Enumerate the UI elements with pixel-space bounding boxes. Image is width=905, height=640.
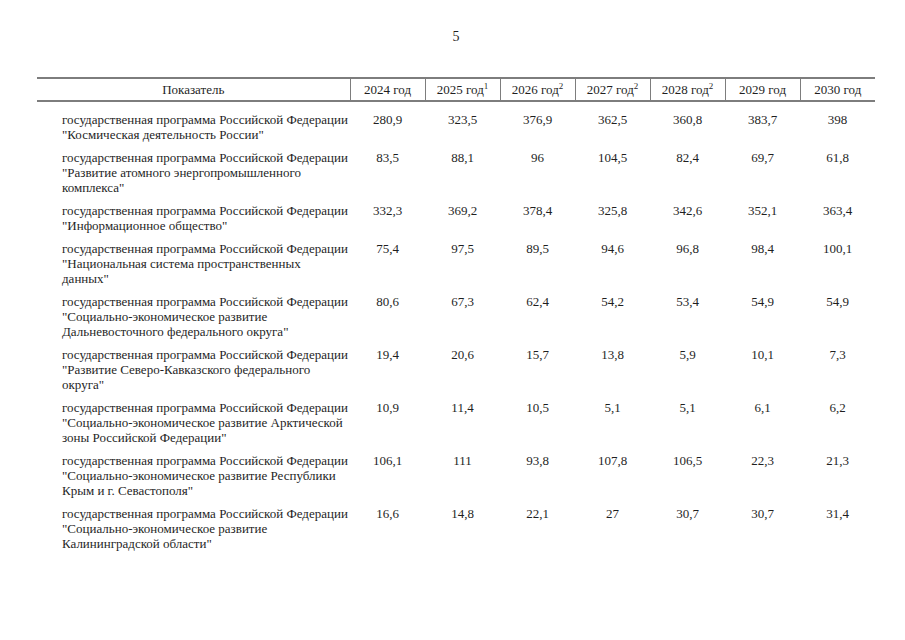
column-header-year-2026: 2026 год2 [500, 78, 575, 101]
value-cell: 54,9 [800, 294, 875, 347]
value-cell: 280,9 [350, 101, 425, 150]
page-number: 5 [37, 29, 875, 45]
value-cell: 54,2 [575, 294, 650, 347]
value-cell: 5,1 [575, 400, 650, 453]
value-cell: 83,5 [350, 150, 425, 203]
value-cell: 6,1 [725, 400, 800, 453]
column-header-indicator: Показатель [37, 78, 350, 101]
value-cell: 16,6 [350, 506, 425, 559]
value-cell: 20,6 [425, 347, 500, 400]
value-cell: 93,8 [500, 453, 575, 506]
value-cell: 332,3 [350, 203, 425, 241]
value-cell: 342,6 [650, 203, 725, 241]
value-cell: 53,4 [650, 294, 725, 347]
value-cell: 11,4 [425, 400, 500, 453]
table-row: государственная программа Российской Фед… [37, 294, 875, 347]
value-cell: 6,2 [800, 400, 875, 453]
column-header-year-2027: 2027 год2 [575, 78, 650, 101]
program-name: государственная программа Российской Фед… [37, 294, 350, 347]
value-cell: 54,9 [725, 294, 800, 347]
value-cell: 10,1 [725, 347, 800, 400]
program-name: государственная программа Российской Фед… [37, 150, 350, 203]
table-row: государственная программа Российской Фед… [37, 506, 875, 559]
column-header-year-2029: 2029 год [725, 78, 800, 101]
table-row: государственная программа Российской Фед… [37, 347, 875, 400]
value-cell: 14,8 [425, 506, 500, 559]
program-name: государственная программа Российской Фед… [37, 101, 350, 150]
value-cell: 69,7 [725, 150, 800, 203]
table-row: государственная программа Российской Фед… [37, 400, 875, 453]
footnote-marker: 1 [484, 81, 489, 91]
table-row: государственная программа Российской Фед… [37, 241, 875, 294]
value-cell: 31,4 [800, 506, 875, 559]
value-cell: 19,4 [350, 347, 425, 400]
value-cell: 22,1 [500, 506, 575, 559]
value-cell: 10,5 [500, 400, 575, 453]
value-cell: 96 [500, 150, 575, 203]
value-cell: 363,4 [800, 203, 875, 241]
value-cell: 325,8 [575, 203, 650, 241]
program-name: государственная программа Российской Фед… [37, 203, 350, 241]
value-cell: 98,4 [725, 241, 800, 294]
value-cell: 30,7 [725, 506, 800, 559]
value-cell: 106,1 [350, 453, 425, 506]
footnote-marker: 2 [634, 81, 639, 91]
program-name: государственная программа Российской Фед… [37, 506, 350, 559]
budget-table: Показатель2024 год2025 год12026 год22027… [37, 77, 875, 559]
value-cell: 96,8 [650, 241, 725, 294]
program-name: государственная программа Российской Фед… [37, 241, 350, 294]
value-cell: 61,8 [800, 150, 875, 203]
table-header-row: Показатель2024 год2025 год12026 год22027… [37, 78, 875, 101]
column-header-year-2028: 2028 год2 [650, 78, 725, 101]
value-cell: 89,5 [500, 241, 575, 294]
table-row: государственная программа Российской Фед… [37, 453, 875, 506]
value-cell: 21,3 [800, 453, 875, 506]
value-cell: 352,1 [725, 203, 800, 241]
column-header-year-2025: 2025 год1 [425, 78, 500, 101]
program-name: государственная программа Российской Фед… [37, 400, 350, 453]
value-cell: 97,5 [425, 241, 500, 294]
value-cell: 7,3 [800, 347, 875, 400]
value-cell: 67,3 [425, 294, 500, 347]
value-cell: 62,4 [500, 294, 575, 347]
value-cell: 376,9 [500, 101, 575, 150]
column-header-year-2024: 2024 год [350, 78, 425, 101]
footnote-marker: 2 [709, 81, 714, 91]
value-cell: 362,5 [575, 101, 650, 150]
value-cell: 80,6 [350, 294, 425, 347]
value-cell: 22,3 [725, 453, 800, 506]
value-cell: 111 [425, 453, 500, 506]
value-cell: 5,1 [650, 400, 725, 453]
value-cell: 94,6 [575, 241, 650, 294]
value-cell: 75,4 [350, 241, 425, 294]
value-cell: 82,4 [650, 150, 725, 203]
value-cell: 369,2 [425, 203, 500, 241]
value-cell: 106,5 [650, 453, 725, 506]
value-cell: 30,7 [650, 506, 725, 559]
value-cell: 360,8 [650, 101, 725, 150]
value-cell: 104,5 [575, 150, 650, 203]
value-cell: 100,1 [800, 241, 875, 294]
program-name: государственная программа Российской Фед… [37, 347, 350, 400]
value-cell: 10,9 [350, 400, 425, 453]
value-cell: 15,7 [500, 347, 575, 400]
document-page: 5 Показатель2024 год2025 год12026 год220… [0, 0, 905, 640]
value-cell: 323,5 [425, 101, 500, 150]
table-row: государственная программа Российской Фед… [37, 101, 875, 150]
table-row: государственная программа Российской Фед… [37, 150, 875, 203]
value-cell: 383,7 [725, 101, 800, 150]
value-cell: 107,8 [575, 453, 650, 506]
table-body: государственная программа Российской Фед… [37, 101, 875, 559]
column-header-year-2030: 2030 год [800, 78, 875, 101]
table-row: государственная программа Российской Фед… [37, 203, 875, 241]
value-cell: 13,8 [575, 347, 650, 400]
footnote-marker: 2 [559, 81, 564, 91]
value-cell: 378,4 [500, 203, 575, 241]
value-cell: 5,9 [650, 347, 725, 400]
value-cell: 27 [575, 506, 650, 559]
table-header: Показатель2024 год2025 год12026 год22027… [37, 78, 875, 101]
value-cell: 398 [800, 101, 875, 150]
program-name: государственная программа Российской Фед… [37, 453, 350, 506]
value-cell: 88,1 [425, 150, 500, 203]
